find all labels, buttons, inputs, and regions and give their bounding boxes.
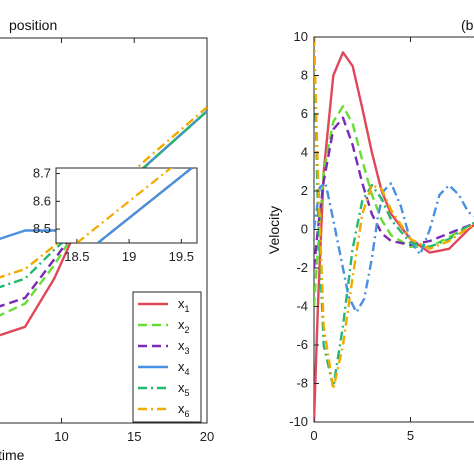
legend-label-x3: x3 <box>178 338 190 356</box>
velocity-y-tick-label: 2 <box>301 183 308 198</box>
inset-x-tick-label: 18.5 <box>64 249 89 264</box>
velocity-series-x6 <box>314 37 474 391</box>
velocity-y-tick-label: 8 <box>301 68 308 83</box>
position-series-x2 <box>0 110 207 317</box>
velocity-series-x5 <box>314 37 474 389</box>
velocity-series-x1 <box>314 51 474 422</box>
inset-series-x4 <box>97 168 193 243</box>
x-tick-label: 15 <box>127 429 141 444</box>
velocity-y-tick-label: -8 <box>296 376 308 391</box>
legend-label-x4: x4 <box>178 359 190 377</box>
velocity-y-tick-label: -6 <box>296 337 308 352</box>
velocity-series-x3 <box>314 116 474 269</box>
velocity-y-tick-label: -2 <box>296 260 308 275</box>
velocity-x-tick-label: 5 <box>407 428 414 443</box>
x-tick-label: 20 <box>200 429 214 444</box>
velocity-y-label: Velocity <box>266 206 282 254</box>
legend: x1 x2 x3 x4 x5 x6 <box>132 291 202 423</box>
inset-y-tick-label: 8.6 <box>33 193 51 208</box>
legend-label-x2: x2 <box>178 317 190 335</box>
x-tick-label: 10 <box>54 429 68 444</box>
velocity-y-tick-label: 4 <box>301 145 308 160</box>
position-x-label: time <box>0 447 25 463</box>
inset-y-tick-label: 8.5 <box>33 221 51 236</box>
legend-label-x5: x5 <box>178 380 190 398</box>
velocity-y-tick-label: 10 <box>294 29 308 44</box>
velocity-y-tick-label: 6 <box>301 106 308 121</box>
velocity-title: (b <box>461 17 474 33</box>
position-title: position <box>9 17 57 33</box>
legend-box <box>132 291 202 423</box>
inset-axes-box <box>55 167 198 244</box>
inset-x-tick-label: 19 <box>122 249 136 264</box>
inset-panel: 18.5 19 19.5 8.5 8.6 8.7 <box>33 166 198 264</box>
velocity-y-tick-label: -4 <box>296 299 308 314</box>
inset-series-x6 <box>76 168 173 243</box>
velocity-series-group <box>314 37 474 422</box>
velocity-x-tick-label: 0 <box>310 428 317 443</box>
legend-label-x1: x1 <box>178 296 190 314</box>
inset-x-tick-label: 19.5 <box>169 249 194 264</box>
legend-label-x6: x6 <box>178 401 190 419</box>
velocity-y-tick-label: 0 <box>301 222 308 237</box>
inset-y-tick-label: 8.7 <box>33 166 51 181</box>
velocity-series-x2 <box>314 105 474 307</box>
velocity-y-tick-label: -10 <box>289 414 308 429</box>
velocity-panel: -10 -8 -6 -4 -2 0 2 4 6 8 10 0 5 Velocity (b <box>266 17 474 443</box>
